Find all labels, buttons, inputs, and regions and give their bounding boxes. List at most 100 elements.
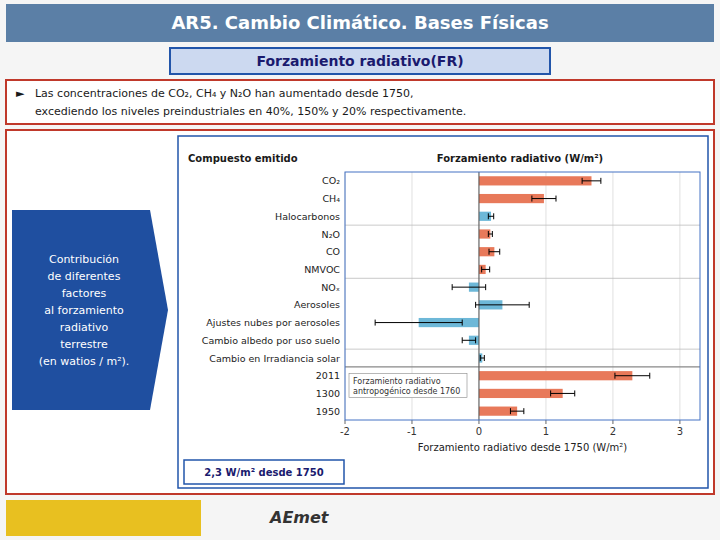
zero-line [478, 172, 479, 420]
error-bar [452, 284, 485, 290]
error-bar [532, 196, 556, 202]
error-bar-cap [614, 373, 615, 379]
tick-mark [411, 420, 412, 424]
error-bar [510, 408, 523, 414]
category-label: 1300 [316, 388, 340, 399]
tick-mark [679, 420, 680, 424]
error-bar-cap [582, 178, 583, 184]
category-label: Aerosoles [294, 299, 340, 310]
error-bar-line [489, 251, 500, 252]
error-bar [482, 266, 490, 272]
error-bar-line [480, 358, 484, 359]
error-bar-cap [475, 337, 476, 343]
error-bar [375, 320, 462, 326]
totals-label-box [349, 374, 467, 398]
error-bar-line [375, 322, 462, 323]
bullet-line: excediendo los niveles preindustriales e… [28, 105, 466, 118]
tick-mark [612, 420, 613, 424]
error-bar-line [462, 340, 475, 341]
grid-line [679, 172, 680, 420]
grid [345, 172, 680, 420]
tick-mark [478, 420, 479, 424]
subtitle-box [170, 48, 550, 74]
error-bar-cap [489, 266, 490, 272]
logo-text: AEmet [268, 508, 330, 527]
error-bar-line [510, 411, 523, 412]
bullet-line: Las concentraciones de CO₂, CH₄ y N₂O ha… [28, 87, 413, 100]
error-bar-line [488, 234, 492, 235]
tick-label: 3 [677, 426, 683, 437]
section-separator [345, 366, 700, 367]
background [0, 0, 720, 540]
error-bar [488, 231, 492, 237]
outer-panel [6, 130, 714, 494]
grid-line [612, 172, 613, 420]
error-bar-cap [475, 302, 476, 308]
category-label: CO₂ [322, 175, 340, 186]
category-label: CH₄ [322, 193, 340, 204]
error-bar-cap [452, 284, 453, 290]
error-bar-line [452, 287, 485, 288]
error-bar-cap [489, 249, 490, 255]
totals-label: Forzamiento radiativoantropogénico desde… [353, 377, 460, 396]
error-bar-line [551, 393, 575, 394]
bar [479, 371, 632, 380]
error-bar-cap [550, 390, 551, 396]
error-bar-cap [488, 231, 489, 237]
error-bar [551, 390, 575, 396]
category-label: CO [326, 246, 340, 257]
category-label: N₂O [322, 229, 340, 240]
tick-label: -2 [340, 426, 350, 437]
tick-label: 1 [543, 426, 549, 437]
category-label: 1950 [316, 406, 340, 417]
error-bar-cap [529, 302, 530, 308]
error-bar [480, 355, 484, 361]
tick-label: -1 [407, 426, 417, 437]
error-bar-line [582, 180, 601, 181]
error-bar-cap [462, 337, 463, 343]
error-bar-cap [480, 355, 481, 361]
tick-mark [545, 420, 546, 424]
bottom-label: 2,3 W/m² desde 1750 [204, 467, 323, 478]
category-label: 2011 [316, 370, 340, 381]
error-bar-cap [375, 320, 376, 326]
error-bar-cap [600, 178, 601, 184]
category-label: Cambio albedo por uso suelo [202, 335, 340, 346]
category-label: Cambio en Irradiancia solar [209, 353, 340, 364]
category-label: Ajustes nubes por aerosoles [206, 317, 340, 328]
tick-label: 0 [476, 426, 482, 437]
error-bar-cap [510, 408, 511, 414]
error-bar-line [482, 269, 490, 270]
left-box-text: Contribuciónde diferentesfactoresal forz… [39, 253, 130, 368]
footer [6, 500, 201, 536]
column-header: Compuesto emitido [188, 153, 298, 164]
bottom-label-box [184, 460, 344, 484]
error-bar [582, 178, 601, 184]
bar [479, 229, 490, 238]
grid-line [545, 172, 546, 420]
error-bar-cap [555, 196, 556, 202]
error-bar-line [488, 216, 493, 217]
error-bar [489, 249, 500, 255]
error-bar-cap [649, 373, 650, 379]
error-bar-line [615, 375, 650, 376]
grid-line [478, 172, 479, 420]
plot-frame [345, 172, 700, 420]
section-separator [345, 349, 700, 350]
left-arrow-box [12, 210, 168, 410]
subtitle: Forzamiento radiativo(FR) [256, 53, 463, 69]
error-bar-cap [499, 249, 500, 255]
x-axis-label: Forzamiento radiativo desde 1750 (W/m²) [418, 442, 628, 453]
error-bar-cap [531, 196, 532, 202]
tick-mark [345, 420, 346, 424]
error-bar [488, 213, 493, 219]
bar [479, 389, 563, 398]
error-bar-cap [488, 213, 489, 219]
inner-panel [178, 136, 708, 488]
section-separator [345, 225, 700, 226]
tick-label: 2 [610, 426, 616, 437]
bar [479, 176, 592, 185]
error-bar-cap [523, 408, 524, 414]
error-bar [462, 337, 475, 343]
error-bar-line [476, 304, 530, 305]
